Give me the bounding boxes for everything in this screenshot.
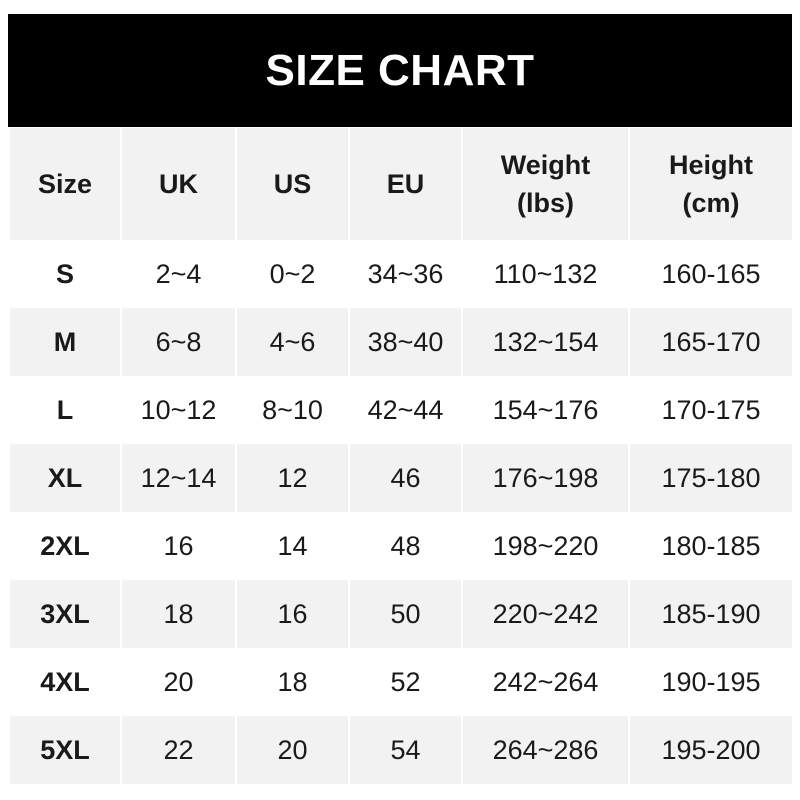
table-cell: 46 [348,444,463,512]
table-cell: 176~198 [461,444,630,512]
table-row: S 2~4 0~2 34~36 110~132 160-165 [8,240,794,308]
header-row: Size UK US EU Weight (lbs) Height (cm) [8,128,794,240]
table-cell: 52 [348,648,463,716]
size-cell: S [8,240,122,308]
size-cell: 5XL [8,716,122,784]
table-cell: 18 [120,580,237,648]
size-cell: 4XL [8,648,122,716]
table-cell: 4~6 [235,308,350,376]
table-cell: 242~264 [461,648,630,716]
table-cell: 12 [235,444,350,512]
table-row: XL 12~14 12 46 176~198 175-180 [8,444,794,512]
table-cell: 198~220 [461,512,630,580]
size-cell: 2XL [8,512,122,580]
table-cell: 22 [120,716,237,784]
table-cell: 10~12 [120,376,237,444]
table-cell: 220~242 [461,580,630,648]
table-cell: 16 [235,580,350,648]
table-row: 4XL 20 18 52 242~264 190-195 [8,648,794,716]
table-cell: 14 [235,512,350,580]
column-header: Size [8,128,122,240]
table-cell: 6~8 [120,308,237,376]
table-cell: 0~2 [235,240,350,308]
table-cell: 180-185 [628,512,794,580]
column-header: UK [120,128,237,240]
table-cell: 195-200 [628,716,794,784]
table-cell: 160-165 [628,240,794,308]
table-cell: 175-180 [628,444,794,512]
table-cell: 170-175 [628,376,794,444]
table-cell: 18 [235,648,350,716]
table-cell: 20 [120,648,237,716]
table-cell: 34~36 [348,240,463,308]
table-cell: 2~4 [120,240,237,308]
table-cell: 190-195 [628,648,794,716]
table-cell: 16 [120,512,237,580]
table-cell: 154~176 [461,376,630,444]
table-cell: 20 [235,716,350,784]
size-chart-table: Size UK US EU Weight (lbs) Height (cm) S 2~4 0~… [8,128,794,784]
table-row: 2XL 16 14 48 198~220 180-185 [8,512,794,580]
table-cell: 12~14 [120,444,237,512]
table-cell: 8~10 [235,376,350,444]
table-cell: 42~44 [348,376,463,444]
table-row: 5XL 22 20 54 264~286 195-200 [8,716,794,784]
table-cell: 50 [348,580,463,648]
column-header: Weight (lbs) [461,128,630,240]
table-cell: 264~286 [461,716,630,784]
size-cell: L [8,376,122,444]
table-cell: 38~40 [348,308,463,376]
size-cell: 3XL [8,580,122,648]
table-cell: 110~132 [461,240,630,308]
size-cell: M [8,308,122,376]
table-row: L 10~12 8~10 42~44 154~176 170-175 [8,376,794,444]
table-cell: 185-190 [628,580,794,648]
table-cell: 132~154 [461,308,630,376]
table-row: 3XL 18 16 50 220~242 185-190 [8,580,794,648]
column-header: Height (cm) [628,128,794,240]
column-header: US [235,128,350,240]
table-cell: 48 [348,512,463,580]
size-chart-title: SIZE CHART [8,14,792,127]
table-row: M 6~8 4~6 38~40 132~154 165-170 [8,308,794,376]
table-cell: 54 [348,716,463,784]
size-cell: XL [8,444,122,512]
table-cell: 165-170 [628,308,794,376]
column-header: EU [348,128,463,240]
